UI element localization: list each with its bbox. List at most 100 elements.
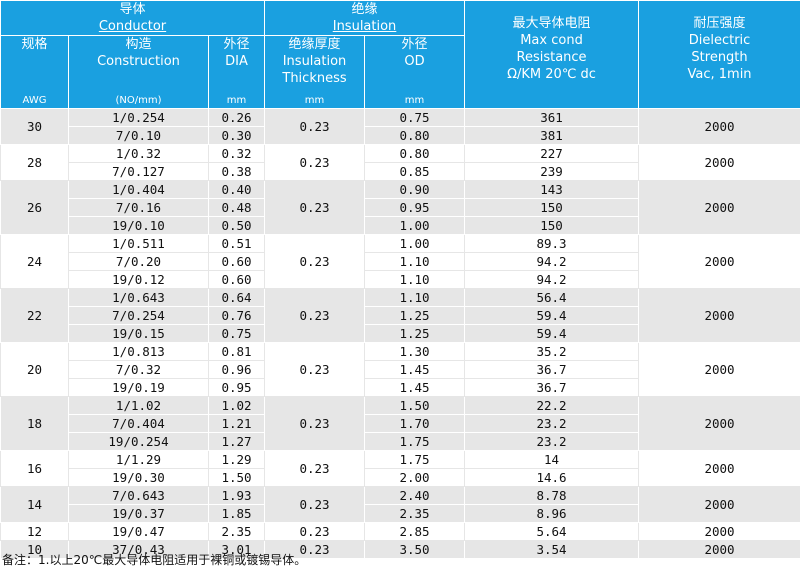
- awg-group: 26 1/0.404 0.40 0.23 0.90 143 2000 7/0.16 0.48 0.…: [0, 180, 800, 235]
- table-row: 19/0.19 0.95 1.45 36.7: [1, 378, 800, 397]
- construction-cell: 1/0.254: [68, 108, 209, 127]
- construction-cell: 19/0.47: [68, 522, 209, 541]
- construction-cell: 7/0.643: [68, 486, 209, 505]
- footnote: 备注：1.以上20℃最大导体电阻适用于裸铜或镀锡导体。: [2, 553, 307, 567]
- awg-cell: 20: [0, 342, 69, 397]
- construction-cell: 19/0.30: [68, 468, 209, 487]
- table-row: 18 1/1.02 1.02 0.23 1.50 22.2 2000: [0, 396, 800, 451]
- ins-thick-en1: Insulation: [282, 54, 347, 69]
- table-row: 7/0.254 0.76 1.25 59.4: [1, 306, 800, 325]
- od-cell: 1.45: [364, 360, 466, 379]
- construction-cell: 7/0.32: [68, 360, 209, 379]
- od-cell: 1.25: [364, 324, 466, 343]
- ins-thick-en2: Thickness: [282, 71, 347, 86]
- construction-cell: 7/0.20: [68, 252, 209, 271]
- resistance-cell: 239: [464, 162, 640, 181]
- construction-cell: 19/0.12: [68, 270, 209, 289]
- ins-thick-unit: mm: [304, 95, 325, 106]
- table-row: 20 1/0.813 0.81 0.23 1.30 35.2 2000: [0, 342, 800, 397]
- dia-cell: 0.30: [207, 126, 266, 145]
- dielectric-header: 耐压强度 Dielectric Strength Vac, 1min: [638, 0, 800, 109]
- od-cell: 2.00: [364, 468, 466, 487]
- awg-cell: 24: [0, 234, 69, 289]
- dielectric-cell: 2000: [638, 486, 800, 523]
- gauge-cn: 规格: [21, 37, 48, 52]
- resistance-en1: Max cond: [520, 33, 583, 48]
- dia-cell: 1.27: [207, 432, 266, 451]
- dia-cell: 0.76: [207, 306, 266, 325]
- awg-group: 22 1/0.643 0.64 0.23 1.10 56.4 2000 7/0.254 0.76…: [0, 288, 800, 343]
- resistance-cell: 3.54: [464, 540, 640, 559]
- dielectric-cn: 耐压强度: [693, 16, 746, 31]
- construction-unit: (NO/mm): [115, 95, 162, 106]
- awg-group: 30 1/0.254 0.26 0.23 0.75 361 2000 7/0.10 0.30 0.…: [0, 108, 800, 145]
- gauge-header: 规格 AWG: [0, 35, 69, 109]
- construction-cell: 7/0.404: [68, 414, 209, 433]
- dielectric-cell: 2000: [638, 144, 800, 181]
- od-en: OD: [404, 54, 425, 69]
- dielectric-cell: 2000: [638, 342, 800, 397]
- dia-cell: 0.32: [207, 144, 266, 163]
- awg-cell: 30: [0, 108, 69, 145]
- insulation-thickness-cell: 0.23: [264, 234, 366, 289]
- od-cell: 2.85: [364, 522, 466, 541]
- construction-cell: 37/0.43: [68, 540, 209, 559]
- table-row: 19/0.37 1.85 2.35 8.96: [1, 504, 800, 523]
- table-row: 30 1/0.254 0.26 0.23 0.75 361 2000: [0, 108, 800, 145]
- resistance-cell: 36.7: [464, 378, 640, 397]
- resistance-cell: 5.64: [464, 522, 640, 541]
- dia-en: DIA: [225, 54, 248, 69]
- table-row: 12 19/0.47 2.35 0.23 2.85 5.64 2000: [0, 522, 800, 541]
- construction-cell: 7/0.254: [68, 306, 209, 325]
- insulation-thickness-cell: 0.23: [264, 144, 366, 181]
- dia-cell: 0.26: [207, 108, 266, 127]
- awg-cell: 22: [0, 288, 69, 343]
- insulation-thickness-cell: 0.23: [264, 486, 366, 523]
- od-cell: 1.75: [364, 432, 466, 451]
- table-row: 19/0.15 0.75 1.25 59.4: [1, 324, 800, 343]
- construction-cell: 1/0.404: [68, 180, 209, 199]
- dia-cn: 外径: [223, 37, 250, 52]
- resistance-cell: 361: [464, 108, 640, 127]
- dielectric-cell: 2000: [638, 234, 800, 289]
- dielectric-cell: 2000: [638, 180, 800, 235]
- awg-group: 28 1/0.32 0.32 0.23 0.80 227 2000 7/0.127 0.38 0.…: [0, 144, 800, 181]
- dielectric-cell: 2000: [638, 540, 800, 559]
- awg-cell: 16: [0, 450, 69, 487]
- dia-cell: 1.93: [207, 486, 266, 505]
- resistance-cell: 94.2: [464, 270, 640, 289]
- table-row: 16 1/1.29 1.29 0.23 1.75 14 2000: [0, 450, 800, 487]
- table-row: 10 37/0.43 3.01 0.23 3.50 3.54 2000: [0, 540, 800, 559]
- dielectric-cell: 2000: [638, 450, 800, 487]
- awg-cell: 12: [0, 522, 69, 541]
- resistance-cell: 89.3: [464, 234, 640, 253]
- table-row: 7/0.32 0.96 1.45 36.7: [1, 360, 800, 379]
- insulation-thickness-cell: 0.23: [264, 342, 366, 397]
- insulation-thickness-cell: 0.23: [264, 540, 366, 559]
- ins-thick-cn: 绝缘厚度: [288, 37, 341, 52]
- dia-cell: 0.60: [207, 270, 266, 289]
- gauge-unit: AWG: [22, 95, 47, 106]
- awg-group: 20 1/0.813 0.81 0.23 1.30 35.2 2000 7/0.32 0.96 1…: [0, 342, 800, 397]
- dia-unit: mm: [226, 95, 247, 106]
- resistance-cn: 最大导体电阻: [512, 16, 591, 31]
- conductor-group-header: 导体 Conductor: [0, 0, 266, 36]
- construction-cell: 1/0.511: [68, 234, 209, 253]
- od-cell: 0.95: [364, 198, 466, 217]
- resistance-cell: 36.7: [464, 360, 640, 379]
- awg-cell: 18: [0, 396, 69, 451]
- table-row: 7/0.10 0.30 0.80 381: [1, 126, 800, 145]
- resistance-cell: 150: [464, 216, 640, 235]
- od-cell: 2.40: [364, 486, 466, 505]
- awg-cell: 14: [0, 486, 69, 523]
- resistance-cell: 150: [464, 198, 640, 217]
- od-cell: 1.50: [364, 396, 466, 415]
- awg-group: 16 1/1.29 1.29 0.23 1.75 14 2000 19/0.30 1.50 2.0…: [0, 450, 800, 487]
- awg-group: 12 19/0.47 2.35 0.23 2.85 5.64 2000: [0, 522, 800, 541]
- table-row: 19/0.10 0.50 1.00 150: [1, 216, 800, 235]
- resistance-cell: 14: [464, 450, 640, 469]
- dia-cell: 0.50: [207, 216, 266, 235]
- construction-cell: 19/0.37: [68, 504, 209, 523]
- od-cell: 1.10: [364, 252, 466, 271]
